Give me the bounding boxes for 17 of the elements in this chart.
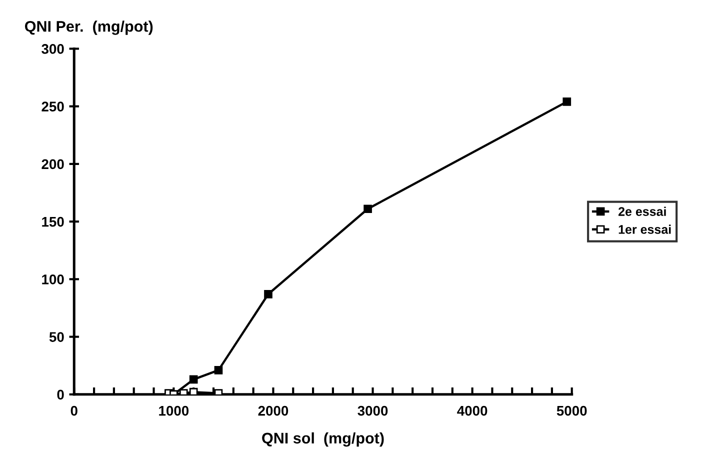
- x-tick-label: 0: [70, 406, 78, 416]
- x-tick-label: 3000: [358, 406, 388, 416]
- y-tick-label: 0: [57, 390, 64, 400]
- y-tick-label: 50: [49, 332, 64, 342]
- y-tick-label: 300: [42, 44, 64, 54]
- legend-label: 2e essai: [618, 206, 666, 216]
- x-tick-label: 2000: [258, 406, 288, 416]
- legend-label: 1er essai: [618, 224, 671, 234]
- y-tick-label: 200: [42, 159, 64, 170]
- x-tick-label: 1000: [159, 406, 189, 416]
- y-tick-label: 250: [42, 102, 64, 112]
- x-tick-label: 4000: [457, 406, 488, 416]
- y-tick-label: 150: [42, 216, 64, 227]
- x-axis-title: QNI sol (mg/pot): [262, 432, 384, 447]
- x-tick-label: 5000: [556, 406, 587, 416]
- y-tick-label: 100: [42, 274, 64, 284]
- y-axis-title: QNI Per. (mg/pot): [24, 20, 153, 35]
